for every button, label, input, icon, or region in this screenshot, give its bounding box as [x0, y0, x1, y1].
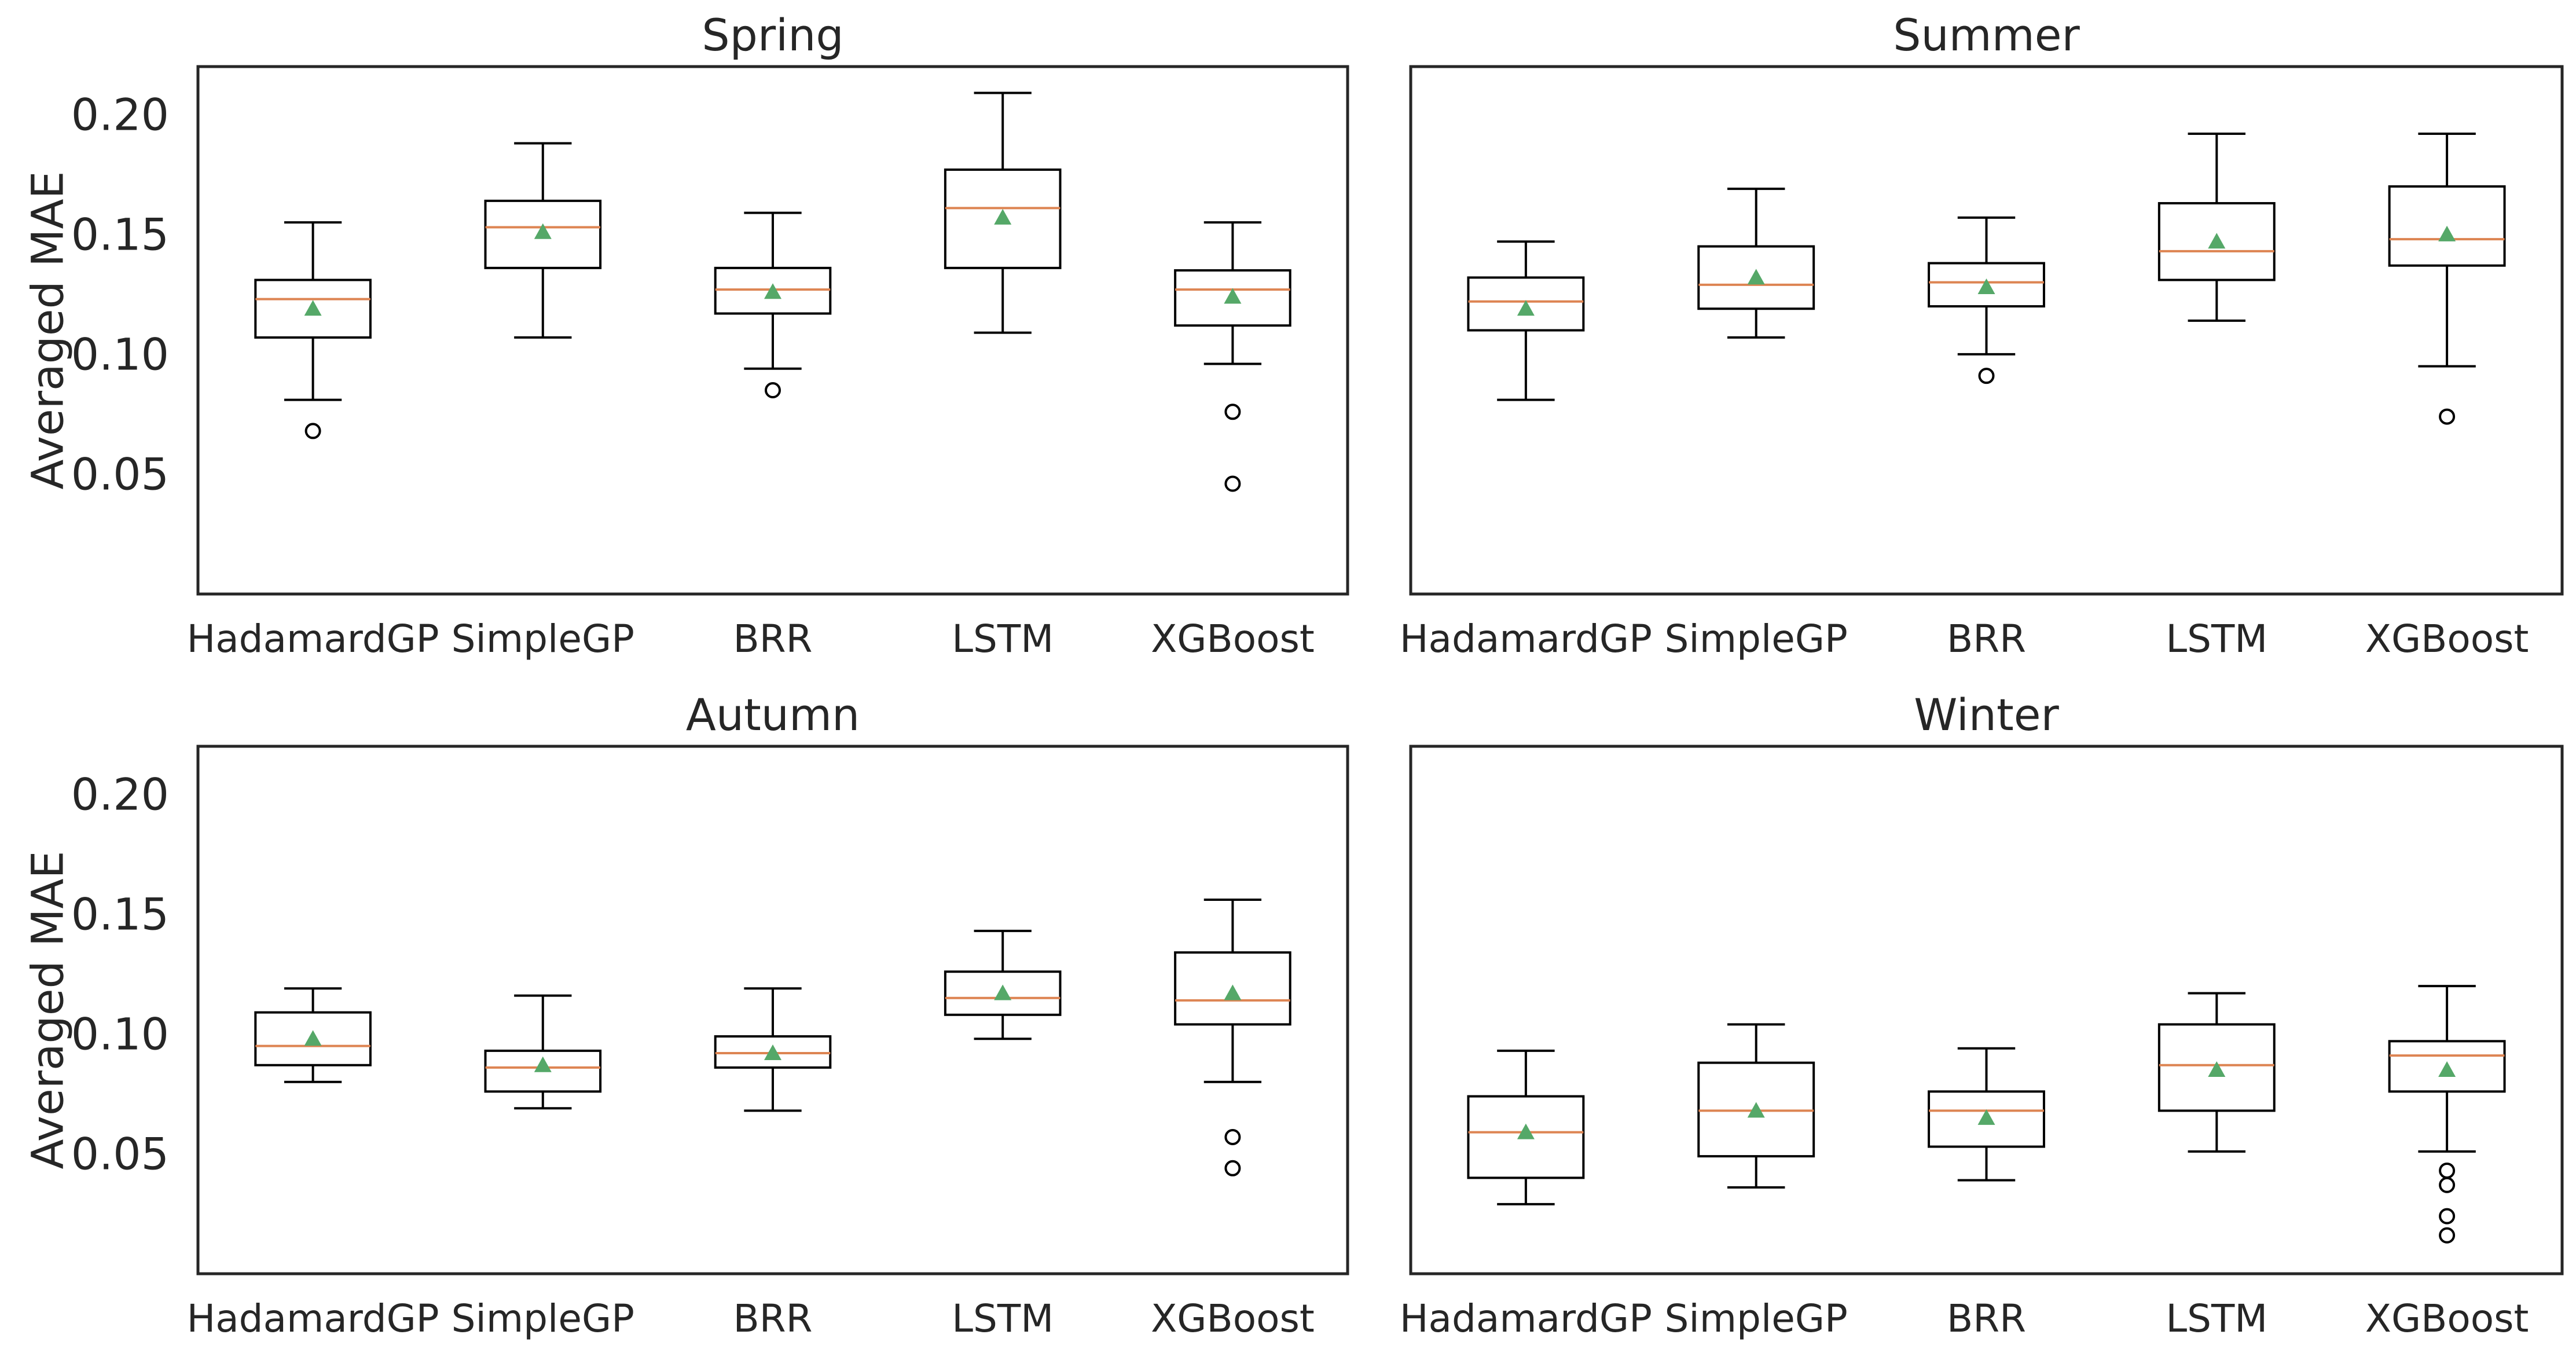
box-iqr — [714, 1035, 832, 1069]
box-iqr — [2388, 185, 2506, 267]
x-tick-label: BRR — [1947, 617, 2026, 661]
mean-marker — [1747, 269, 1765, 285]
mean-marker — [994, 208, 1012, 225]
mean-marker — [534, 1056, 552, 1072]
x-tick-label: XGBoost — [1151, 1296, 1315, 1341]
box-iqr — [1467, 1095, 1585, 1179]
x-tick-label: HadamardGP — [1400, 1296, 1652, 1341]
y-tick-label: 0.20 — [71, 89, 169, 140]
y-axis-label: Averaged MAE — [22, 851, 74, 1169]
mean-marker — [2438, 1061, 2456, 1077]
box-iqr — [254, 1011, 372, 1066]
y-tick-label: 0.05 — [71, 448, 169, 500]
mean-marker — [1747, 1102, 1765, 1118]
box-iqr — [944, 970, 1062, 1016]
mean-marker — [1224, 288, 1242, 304]
outlier-point — [2439, 1227, 2456, 1244]
outlier-point — [2439, 1176, 2456, 1193]
box-iqr — [1174, 951, 1291, 1026]
panel-title: Autumn — [686, 689, 860, 741]
y-tick-label: 0.05 — [71, 1128, 169, 1179]
y-tick-label: 0.15 — [71, 888, 169, 940]
mean-marker — [1517, 300, 1535, 316]
outlier-point — [304, 423, 321, 439]
mean-marker — [2438, 225, 2456, 241]
mean-marker — [764, 283, 781, 299]
x-tick-label: BRR — [1947, 1296, 2026, 1341]
outlier-point — [1978, 368, 1995, 384]
mean-marker — [1977, 1109, 1995, 1125]
panel-frame — [196, 745, 1349, 1275]
mean-marker — [304, 1030, 322, 1046]
panel-frame — [1409, 65, 2564, 596]
panel-title: Winter — [1914, 689, 2059, 741]
box-iqr — [944, 168, 1062, 269]
x-tick-label: HadamardGP — [187, 1296, 439, 1341]
outlier-point — [1224, 475, 1241, 492]
x-tick-label: SimpleGP — [452, 1296, 634, 1341]
x-tick-label: LSTM — [2166, 617, 2267, 661]
outlier-point — [2439, 408, 2456, 425]
box-iqr — [1697, 1061, 1815, 1158]
box-iqr — [484, 199, 602, 269]
panel-frame — [1409, 745, 2564, 1275]
box-iqr — [2157, 202, 2276, 281]
box-iqr — [1928, 1090, 2045, 1148]
y-tick-label: 0.10 — [71, 328, 169, 380]
x-tick-label: LSTM — [2166, 1296, 2267, 1341]
mean-marker — [304, 300, 322, 316]
y-tick-label: 0.10 — [71, 1008, 169, 1060]
box-iqr — [714, 266, 832, 315]
panel-title: Spring — [702, 9, 843, 61]
mean-marker — [2208, 233, 2226, 249]
box-iqr — [2157, 1023, 2276, 1112]
y-axis-label: Averaged MAE — [22, 171, 74, 489]
outlier-point — [1224, 1128, 1241, 1145]
x-tick-label: SimpleGP — [1665, 1296, 1848, 1341]
x-tick-label: XGBoost — [2365, 617, 2529, 661]
outlier-point — [765, 382, 781, 399]
x-tick-label: XGBoost — [1151, 617, 1315, 661]
box-iqr — [484, 1049, 602, 1093]
outlier-point — [1224, 404, 1241, 420]
x-tick-label: HadamardGP — [187, 617, 439, 661]
box-iqr — [254, 278, 372, 339]
box-iqr — [1467, 276, 1585, 332]
outlier-point — [1224, 1160, 1241, 1176]
outlier-point — [2439, 1208, 2456, 1225]
box-iqr — [1928, 262, 2045, 308]
x-tick-label: BRR — [733, 617, 813, 661]
panel-title: Summer — [1893, 9, 2080, 61]
box-iqr — [2388, 1040, 2506, 1093]
y-tick-label: 0.20 — [71, 768, 169, 820]
panel-frame — [196, 65, 1349, 596]
x-tick-label: XGBoost — [2365, 1296, 2529, 1341]
mean-marker — [1224, 984, 1242, 1000]
outlier-point — [2439, 1162, 2456, 1179]
box-iqr — [1174, 269, 1291, 327]
x-tick-label: HadamardGP — [1400, 617, 1652, 661]
x-tick-label: LSTM — [952, 1296, 1054, 1341]
mean-marker — [1517, 1123, 1535, 1139]
x-tick-label: BRR — [733, 1296, 813, 1341]
mean-marker — [994, 984, 1012, 1000]
mean-marker — [1977, 278, 1995, 294]
mean-marker — [2208, 1061, 2226, 1077]
box-iqr — [1697, 245, 1815, 310]
mean-marker — [764, 1044, 781, 1061]
x-tick-label: SimpleGP — [1665, 617, 1848, 661]
y-tick-label: 0.15 — [71, 208, 169, 260]
x-tick-label: SimpleGP — [452, 617, 634, 661]
mean-marker — [534, 223, 552, 239]
x-tick-label: LSTM — [952, 617, 1054, 661]
